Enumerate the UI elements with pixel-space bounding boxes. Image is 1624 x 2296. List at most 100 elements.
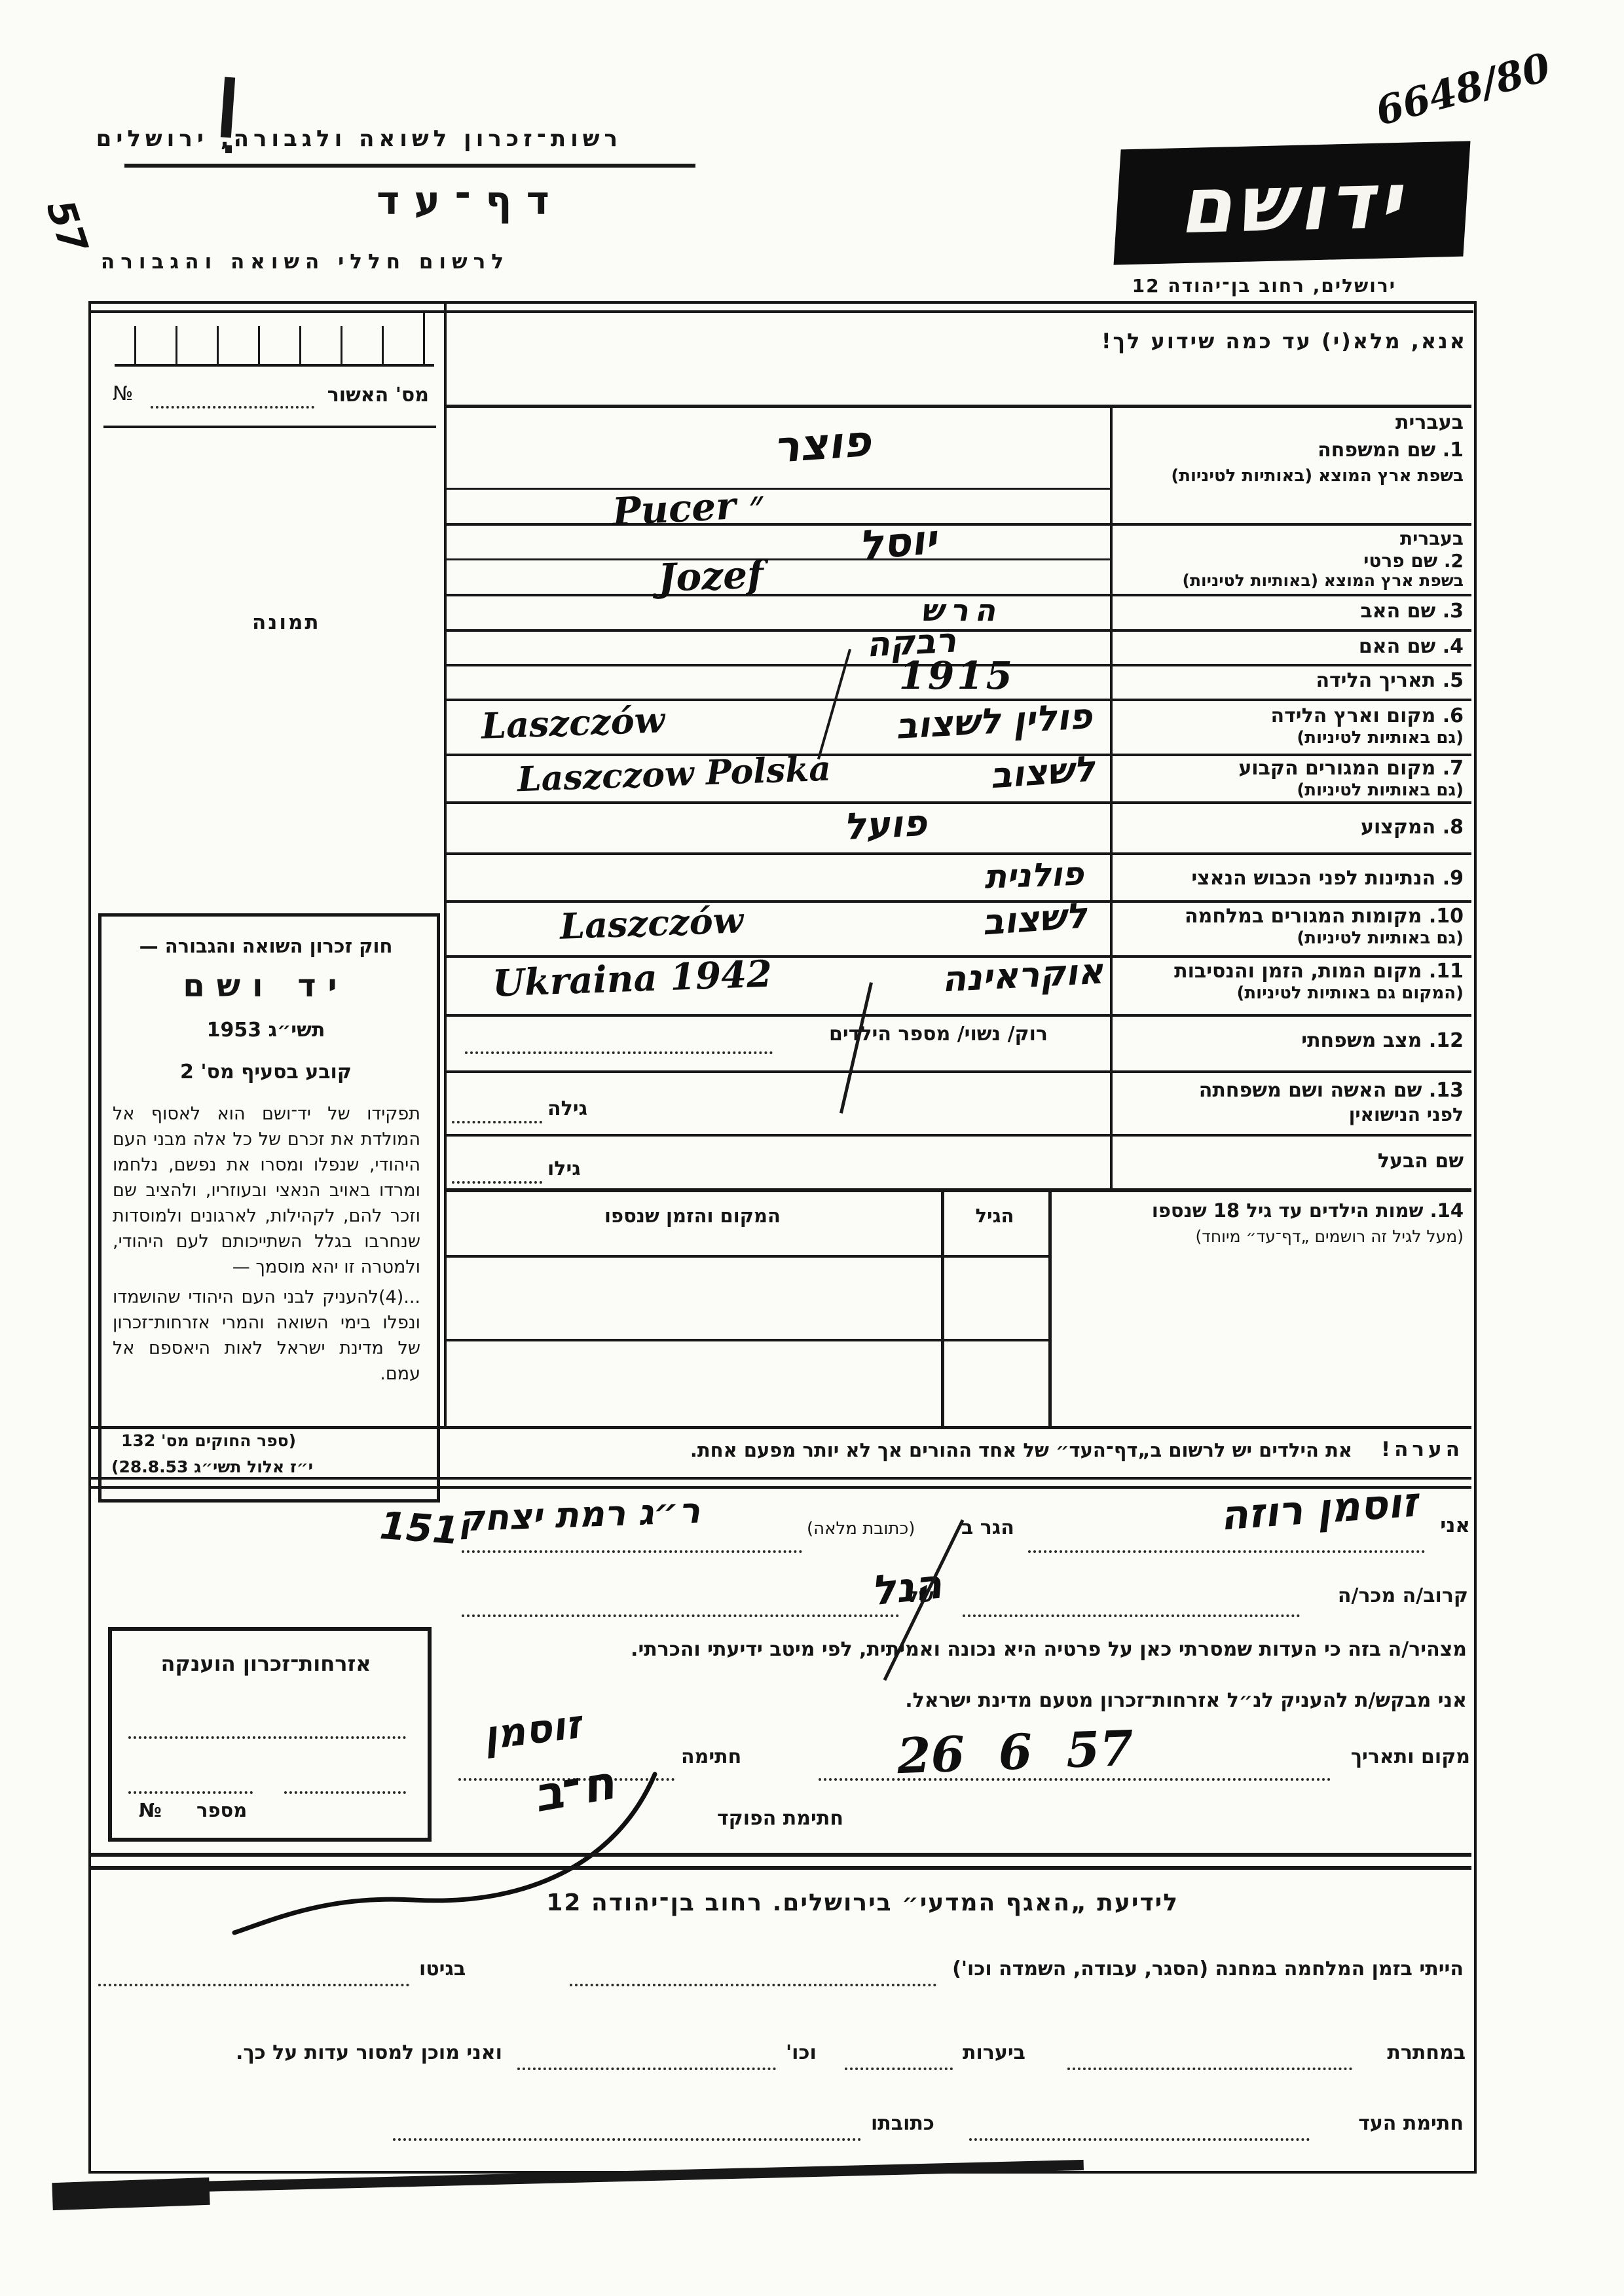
- hw-father-name: הרש: [921, 592, 1002, 628]
- hw-date: 26 6 57: [896, 1720, 1135, 1785]
- stamp-dots-1: [128, 1736, 406, 1739]
- hw-file-number: 6648/80: [1371, 44, 1555, 136]
- witness-address-dots: [462, 1550, 802, 1553]
- field1-label: 1. שם המשפחה: [1318, 439, 1464, 462]
- wife-age-label: גילה: [547, 1097, 587, 1120]
- ink-mark-dot: [225, 145, 232, 153]
- yad-vashem-logo: ידושם: [1113, 141, 1471, 265]
- testify-label: ואני מוכן למסור עדות על כך.: [236, 2041, 502, 2064]
- row-rule: [444, 900, 1471, 903]
- marital-dots: [465, 1051, 773, 1054]
- place-date-label: מקום ותאריך: [1350, 1745, 1470, 1768]
- row-rule: [444, 1014, 1471, 1017]
- row-rule: [444, 523, 1471, 526]
- ruler-tick: [175, 326, 177, 364]
- form-top-inner-rule: [88, 310, 1473, 313]
- law-citation-1: (ספר החוקים מס' 132: [121, 1431, 297, 1450]
- children-sublabel: (מעל לגיל זה רושמים „דף־עד״ מיוחד): [1195, 1227, 1464, 1246]
- residing-label: הגר ב: [961, 1516, 1014, 1539]
- approval-number-label: מס' האשור: [327, 384, 429, 407]
- row-rule: [444, 558, 1110, 560]
- hw-margin-number: 57: [37, 194, 97, 259]
- note-title: הערה!: [1380, 1438, 1464, 1461]
- law-name: יד ושם: [183, 968, 349, 1004]
- hw-first-name-latin: Jozef: [657, 552, 765, 600]
- note-text: את הילדים יש לרשום ב„דף־העד״ של אחד ההור…: [690, 1439, 1352, 1461]
- row-rule: [444, 1070, 1471, 1073]
- row-rule: [444, 801, 1471, 804]
- ghetto-label: בגיטו: [419, 1958, 466, 1980]
- scan-artifact-blob: [52, 2177, 210, 2211]
- witness-address-label: כתובתו: [871, 2112, 934, 2135]
- declaration-text: מצהיר/ה בזה כי העדות שמסרתי כאן על פרטיה…: [631, 1638, 1467, 1661]
- husband-name-label: שם הבעל: [1377, 1150, 1464, 1173]
- field4-label: 4. שם האם: [1358, 635, 1464, 658]
- section-double-rule-2: [88, 1866, 1471, 1870]
- field7-label: 7. מקום המגורים הקבוע: [1238, 757, 1464, 780]
- field5-label: 5. תאריך הלידה: [1316, 669, 1464, 692]
- request-text: אני מבקש/ת להעניק לנ״ל אזרחות־זכרון מטעם…: [905, 1689, 1467, 1712]
- hw-side-number: 151: [378, 1503, 461, 1554]
- hw-birth-year: 1915: [898, 653, 1015, 698]
- camp-dots: [570, 1984, 936, 1986]
- stamp-dots-2: [128, 1791, 253, 1794]
- header-rule: [124, 164, 695, 168]
- relation-label: קרוב/ה מכר/ה: [1337, 1584, 1468, 1607]
- underground-label: במחתרת: [1387, 2041, 1466, 2064]
- section-double-rule-1: [88, 1853, 1471, 1857]
- ruler-tick: [423, 313, 425, 364]
- witness-i-label: אני: [1440, 1514, 1470, 1537]
- field7-sublabel: (גם באותיות לטיניות): [1297, 780, 1464, 800]
- field10-label: 10. מקומות המגורים במלחמה: [1185, 905, 1464, 928]
- hw-family-name-hebrew: פוצר: [771, 415, 873, 473]
- field2-label: 2. שם פרטי: [1363, 550, 1464, 572]
- attention-line: לידיעת „האגף המדעי״ בירושלים. רחוב בן־יה…: [546, 1889, 1179, 1916]
- photo-label: תמונה: [252, 611, 321, 634]
- row-rule: [444, 1134, 1471, 1137]
- approval-number-sign: №: [113, 382, 134, 405]
- ruler-baseline: [115, 364, 434, 367]
- row-rule: [444, 488, 1110, 490]
- of-dots: [462, 1614, 899, 1617]
- stamp-number-sign: №: [139, 1799, 162, 1821]
- field1-lang-label: בעברית: [1395, 411, 1464, 434]
- date-dots: [819, 1778, 1331, 1781]
- witness-address-dots-2: [393, 2138, 861, 2141]
- forests-dots: [845, 2068, 953, 2070]
- row-rule: [444, 594, 1471, 596]
- field10-sublabel: (גם באותיות לטיניות): [1297, 928, 1464, 948]
- hw-family-name-latin: Pucer ״: [611, 482, 765, 534]
- ruler-tick: [341, 326, 342, 364]
- witness-name-dots: [1028, 1550, 1425, 1553]
- note-top-rule: [88, 1426, 1471, 1429]
- logo-text: ידושם: [1177, 155, 1407, 251]
- field3-label: 3. שם האב: [1360, 600, 1464, 623]
- children-col-place-header: המקום והזמן שנספו: [604, 1205, 781, 1227]
- hw-war-residence-hebrew: לשצוב: [981, 894, 1089, 943]
- stamp-dots-3: [284, 1791, 406, 1794]
- ruler-tick: [382, 326, 384, 364]
- underground-dots: [1067, 2068, 1352, 2070]
- children-label: 14. שמות הילדים עד גיל 18 שנספו: [1151, 1199, 1464, 1222]
- law-paragraph-2: ‏...(4)להעניק לבני העם היהודי שהושמדו ונ…: [113, 1287, 420, 1384]
- stamp-number-label: מספר: [196, 1799, 248, 1821]
- citizenship-stamp-box: [108, 1627, 432, 1842]
- hw-clerk-flourish: [232, 1772, 657, 1935]
- approval-number-dots: [151, 406, 314, 409]
- left-column-divider: [444, 301, 447, 1426]
- ghetto-dots: [98, 1984, 409, 1986]
- wife-age-dots: [452, 1121, 542, 1123]
- ruler-tick: [134, 326, 136, 364]
- row-rule: [444, 852, 1471, 855]
- row-rule: [444, 629, 1471, 632]
- field11-sublabel: (המקום גם באותיות לטיניות): [1236, 983, 1464, 1003]
- marital-status-options: רוק/ נשוי/ מספר הילדים: [828, 1023, 1048, 1046]
- law-box: [98, 913, 440, 1503]
- hw-death-place-hebrew: אוקראינה: [940, 950, 1105, 1000]
- law-title: חוק זכרון השואה והגבורה —: [139, 935, 393, 957]
- law-paragraph-1: תפקידו של יד־ושם הוא לאסוף אל המולדת את …: [113, 1104, 420, 1277]
- office-address: ירושלים, רחוב בן־יהודה 12: [1132, 275, 1396, 297]
- ruler-tick: [258, 326, 260, 364]
- signature-label: חתימה: [681, 1745, 742, 1768]
- row-rule: [444, 955, 1471, 958]
